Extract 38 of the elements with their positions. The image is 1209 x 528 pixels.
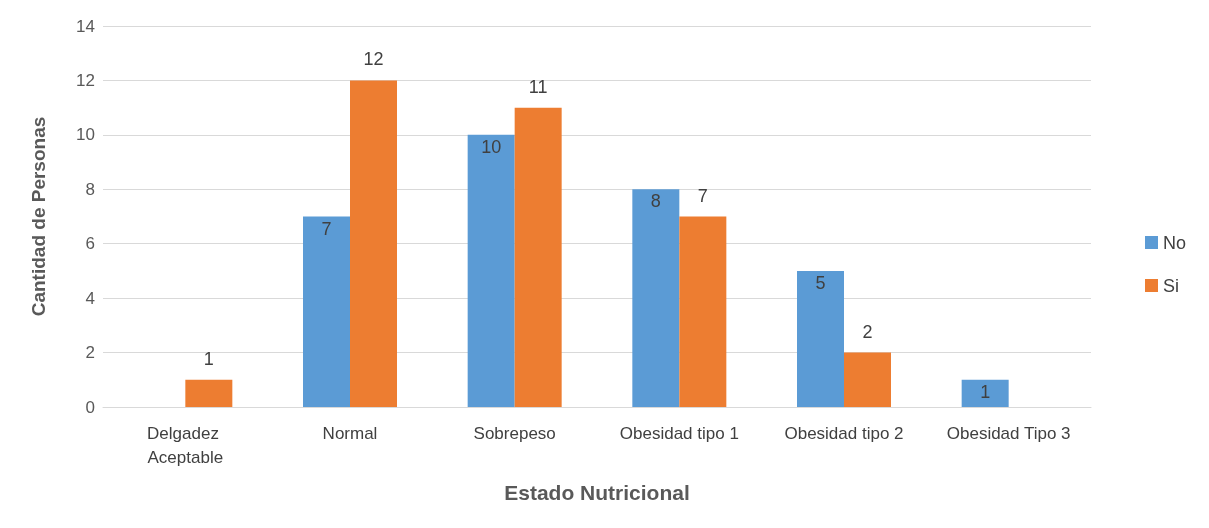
y-tick-label: 8 (85, 179, 95, 199)
bar (303, 216, 350, 407)
data-label: 8 (650, 191, 661, 212)
x-tick-label: Sobrepeso (473, 423, 556, 443)
y-tick-label: 0 (85, 397, 95, 417)
x-tick-label: Obesidad tipo 2 (784, 423, 904, 443)
legend-label: Si (1162, 275, 1180, 296)
y-tick-label: 4 (85, 288, 95, 308)
data-label: 1 (203, 348, 214, 369)
bar (467, 134, 515, 407)
y-tick-label: 2 (85, 343, 95, 363)
data-label: 12 (363, 49, 384, 70)
bar (961, 379, 1009, 407)
bar (514, 107, 562, 407)
y-axis-title: Cantidad de Personas (28, 116, 49, 317)
bar (350, 80, 397, 407)
x-axis-title: Estado Nutricional (504, 481, 690, 504)
bar (679, 216, 727, 407)
y-tick-label: 12 (76, 70, 95, 90)
x-tick-label: Normal (322, 423, 378, 443)
data-label: 7 (697, 185, 708, 206)
x-tick-label: Obesidad Tipo 3 (946, 423, 1071, 443)
bar (797, 270, 844, 407)
data-label: 11 (528, 76, 548, 97)
y-tick-label: 10 (76, 125, 95, 145)
bar (632, 189, 680, 407)
data-label: 5 (815, 272, 826, 293)
data-label: 10 (481, 136, 502, 157)
data-label: 7 (321, 218, 332, 239)
data-label: 1 (980, 381, 991, 402)
x-tick-label: Obesidad tipo 1 (619, 423, 739, 443)
data-label: 2 (862, 321, 873, 342)
bar (844, 352, 891, 407)
legend-label: No (1162, 232, 1187, 253)
x-tick-label: Delgadez Aceptable (147, 423, 224, 467)
y-tick-label: 14 (76, 16, 95, 36)
y-tick-label: 6 (85, 234, 95, 254)
bar (185, 379, 233, 407)
